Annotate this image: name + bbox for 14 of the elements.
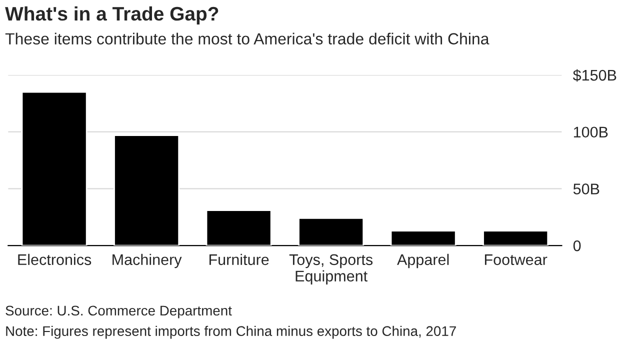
x-tick-label: Footwear bbox=[484, 254, 548, 266]
y-tick-label: 100B bbox=[574, 126, 608, 138]
text: Note: Figures represent imports from China minus exports to China, 2017 bbox=[6, 326, 456, 339]
chart-title: What's in a Trade Gap? bbox=[5, 6, 218, 24]
x-tick-label: Machinery bbox=[112, 254, 182, 268]
chart-subtitle: These items contribute the most to America's trade deficit with China bbox=[5, 32, 490, 44]
y-tick-label: 0 bbox=[573, 240, 581, 252]
source-note: Source: U.S. Commerce Department bbox=[6, 306, 232, 318]
y-tick-label: $150B bbox=[572, 69, 616, 82]
x-tick-label: Apparel bbox=[397, 254, 449, 268]
y-tick-label: 50B bbox=[573, 184, 600, 194]
x-tick-label: Furniture bbox=[210, 254, 269, 266]
x-tick-label: Electronics bbox=[18, 254, 92, 266]
x-tick-label: Toys, Sports Equipment bbox=[289, 254, 373, 285]
